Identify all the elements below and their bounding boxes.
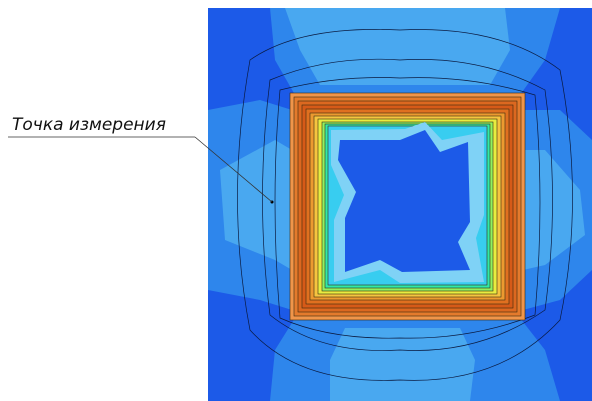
leader-line: [194, 136, 273, 203]
field-plot: [208, 8, 592, 401]
lobe-top-light: [285, 8, 510, 85]
lobe-right-light: [523, 150, 585, 270]
contour-lines: [237, 29, 573, 381]
lobe-bottom-light: [330, 328, 475, 401]
annotation-label: Точка измерения: [12, 115, 166, 135]
inner-hole: [338, 130, 470, 272]
